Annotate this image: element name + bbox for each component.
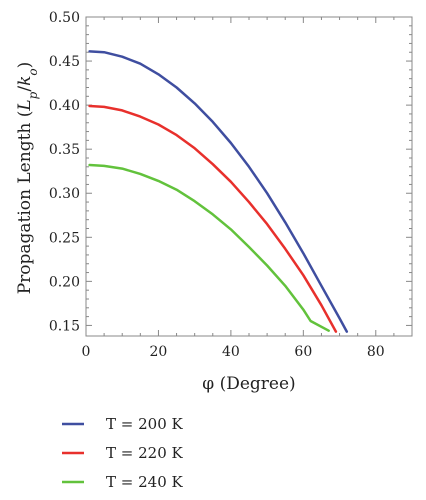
legend-label: T = 220 K	[106, 444, 184, 462]
y-tick-label: 0.45	[49, 54, 80, 70]
legend-label: T = 200 K	[106, 415, 184, 433]
legend-label: T = 240 K	[106, 473, 184, 491]
x-tick-label: 20	[150, 344, 168, 360]
x-tick-label: 80	[367, 344, 385, 360]
series-line	[88, 104, 338, 333]
series-lines	[88, 50, 349, 333]
series-line	[88, 50, 349, 333]
legend: T = 200 K T = 220 K T = 240 K	[62, 415, 184, 491]
plot-frame	[85, 16, 413, 337]
x-tick-label: 40	[222, 344, 240, 360]
tick-labels: 0 20 40 60 80 0.15 0.20 0.25 0.30 0.35 0.40 0.45 0.5…	[49, 10, 385, 360]
y-tick-label: 0.40	[49, 98, 80, 114]
y-tick-label: 0.50	[49, 10, 80, 26]
y-tick-label: 0.15	[49, 318, 80, 334]
y-axis-title: Propagation Length (Lp/ko)	[15, 62, 40, 295]
y-tick-label: 0.20	[49, 274, 80, 290]
x-tick-label: 0	[82, 344, 91, 360]
tick-marks	[85, 16, 412, 336]
y-tick-label: 0.35	[49, 142, 80, 158]
y-tick-label: 0.25	[49, 230, 80, 246]
series-line	[88, 163, 330, 332]
x-axis-title: φ (Degree)	[202, 374, 295, 394]
x-tick-label: 60	[294, 344, 312, 360]
y-tick-label: 0.30	[49, 186, 80, 202]
